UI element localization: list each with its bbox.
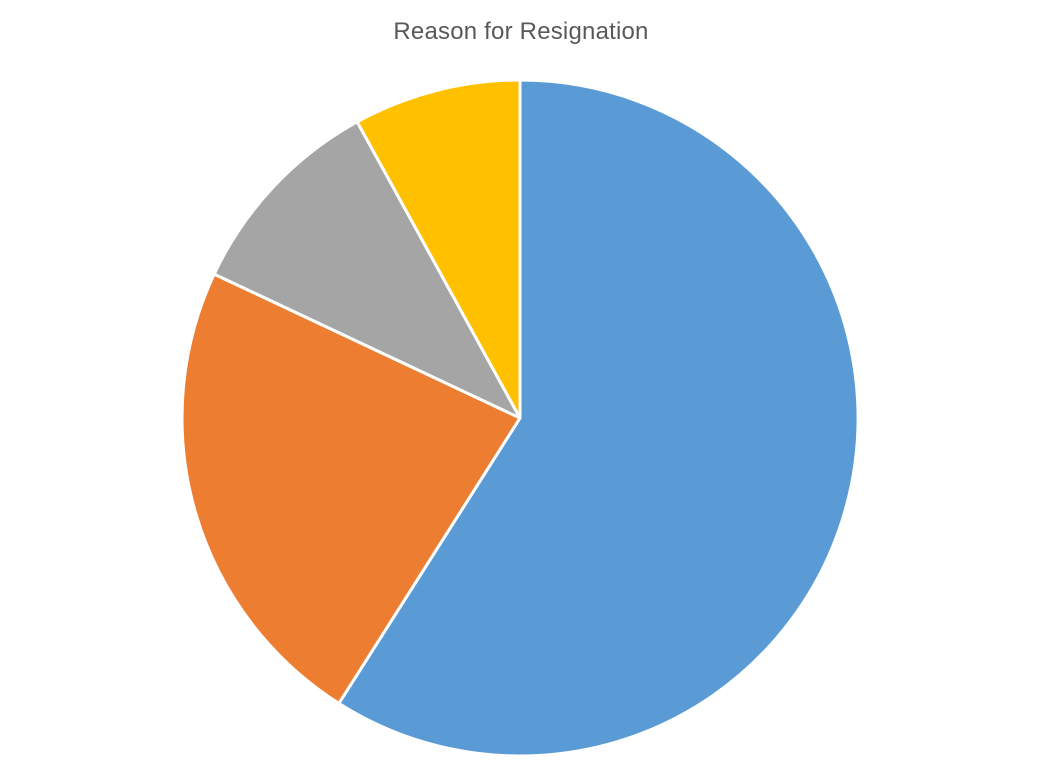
pie-slice-3 xyxy=(212,120,522,420)
pie-slice-2 xyxy=(180,272,522,705)
pie-slice-4 xyxy=(355,78,522,420)
pie-slice-1 xyxy=(337,78,860,758)
chart-title: Reason for Resignation xyxy=(393,18,649,45)
